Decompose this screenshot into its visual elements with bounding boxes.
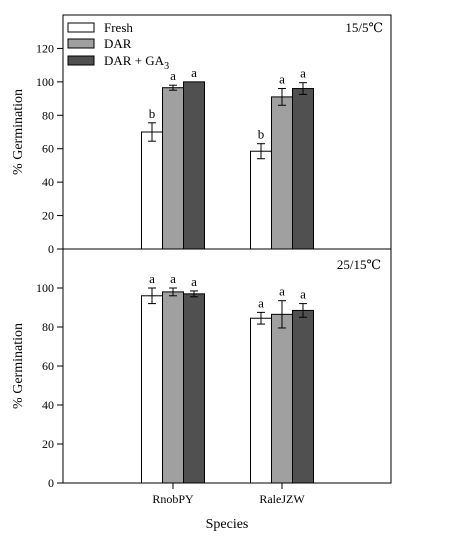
significance-letter: b xyxy=(258,127,265,142)
y-tick-label: 40 xyxy=(42,398,54,412)
y-tick-label: 20 xyxy=(42,209,54,223)
bar xyxy=(141,131,163,250)
y-axis-label-bottom: % Germination xyxy=(11,323,26,409)
bars-top: ba aba a xyxy=(141,65,314,250)
legend-swatch-fresh xyxy=(67,22,95,33)
plot-frame-bottom xyxy=(62,248,392,484)
bar xyxy=(162,291,184,484)
bars-bottom: a a aaa a xyxy=(141,271,314,484)
x-tick-label: RaleJZW xyxy=(259,492,305,506)
y-tick-label: 120 xyxy=(36,41,54,55)
x-axis-label: Species xyxy=(206,517,249,532)
significance-letter: a xyxy=(149,271,155,286)
x-axis-categories: RnobPY RaleJZW xyxy=(152,483,305,506)
significance-letter: a xyxy=(300,287,306,302)
significance-letter: a xyxy=(300,66,306,81)
bar xyxy=(162,87,184,250)
y-axis-ticks-bottom: 0 20 40 60 80 100 xyxy=(36,281,63,490)
y-tick-label: 80 xyxy=(42,108,54,122)
legend: Fresh DAR DAR + GA3 xyxy=(67,20,169,72)
y-tick-label: 0 xyxy=(48,242,54,256)
bar xyxy=(292,309,314,484)
condition-label-bottom: 25/15℃ xyxy=(337,257,381,272)
bar xyxy=(271,313,293,484)
y-axis-ticks-top: 0 20 40 60 80 100 120 xyxy=(36,41,63,256)
significance-letter: a xyxy=(279,284,285,299)
y-tick-label: 0 xyxy=(48,476,54,490)
bar xyxy=(183,81,205,250)
legend-swatch-dar-ga3 xyxy=(67,55,95,66)
significance-letter: a xyxy=(258,295,264,310)
significance-letter: a xyxy=(191,274,197,289)
y-tick-label: 100 xyxy=(36,281,54,295)
legend-label-dar: DAR xyxy=(104,36,132,51)
significance-letter: a xyxy=(170,271,176,286)
significance-letter: a xyxy=(170,68,176,83)
y-tick-label: 60 xyxy=(42,359,54,373)
bar xyxy=(292,88,314,250)
x-tick-label: RnobPY xyxy=(152,492,194,506)
y-tick-label: 80 xyxy=(42,320,54,334)
bar xyxy=(250,150,272,250)
y-tick-label: 60 xyxy=(42,142,54,156)
y-tick-label: 20 xyxy=(42,437,54,451)
significance-letter: a xyxy=(279,72,285,87)
bar xyxy=(141,295,163,484)
bar xyxy=(250,317,272,484)
legend-label-fresh: Fresh xyxy=(104,20,133,35)
y-tick-label: 40 xyxy=(42,175,54,189)
y-tick-label: 100 xyxy=(36,75,54,89)
significance-letter: b xyxy=(149,106,156,121)
condition-label-top: 15/5℃ xyxy=(345,20,383,35)
bar xyxy=(271,96,293,250)
y-axis-label-top: % Germination xyxy=(11,89,26,175)
legend-label-dar-ga3: DAR + GA3 xyxy=(104,53,169,72)
significance-letter: a xyxy=(191,65,197,80)
bar xyxy=(183,293,205,484)
legend-swatch-dar xyxy=(67,38,95,49)
